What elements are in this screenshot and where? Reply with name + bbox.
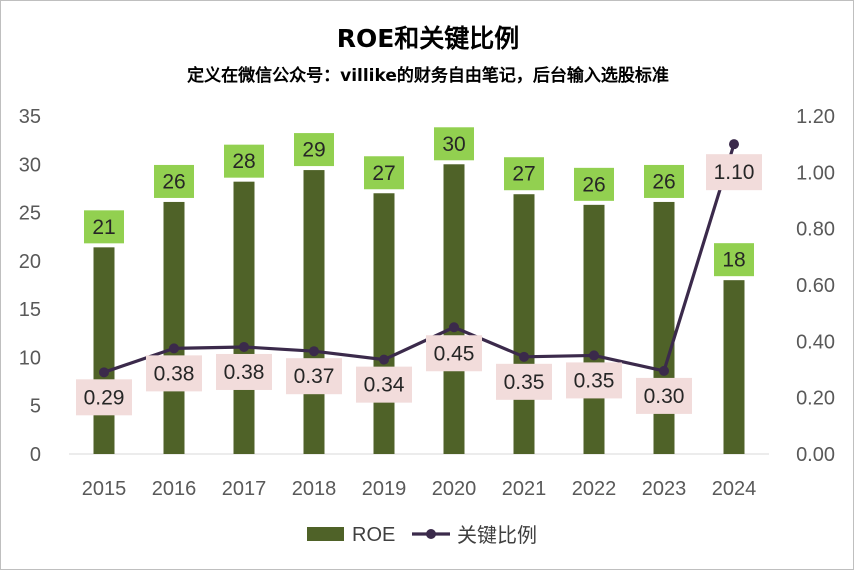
ratio-data-label: 0.34	[364, 374, 405, 397]
roe-data-label: 27	[372, 162, 395, 185]
ratio-data-label: 1.10	[714, 161, 755, 184]
y-left-tick-label: 20	[19, 251, 41, 273]
roe-data-label: 26	[162, 170, 185, 193]
legend-ratio-marker	[426, 529, 436, 539]
roe-label-box	[154, 164, 194, 198]
roe-label-box	[574, 167, 614, 201]
x-tick-label: 2021	[502, 478, 547, 500]
y-right-tick-label: 1.00	[796, 162, 835, 184]
x-tick-label: 2023	[642, 478, 687, 500]
ratio-label-box	[356, 366, 412, 403]
y-left-tick-label: 0	[30, 444, 41, 466]
y-left-tick-label: 35	[19, 106, 41, 128]
y-right-tick-label: 0.80	[796, 219, 835, 241]
roe-label-box	[644, 164, 684, 198]
roe-bar	[93, 247, 115, 454]
roe-data-label: 21	[92, 216, 115, 239]
y-right-tick-label: 0.60	[796, 275, 835, 297]
y-right-tick-label: 0.40	[796, 331, 835, 353]
roe-bar	[513, 194, 535, 455]
ratio-point	[99, 367, 109, 378]
roe-bar	[653, 201, 675, 454]
x-tick-label: 2015	[82, 478, 127, 500]
y-right-tick-label: 0.20	[796, 388, 835, 410]
legend-roe-label: ROE	[352, 524, 395, 546]
ratio-label-box	[496, 363, 552, 400]
roe-bar	[373, 193, 395, 454]
x-tick-label: 2016	[152, 478, 197, 500]
ratio-point	[239, 341, 249, 352]
y-left-tick-label: 10	[19, 347, 41, 369]
roe-data-label: 27	[512, 163, 535, 186]
ratio-data-label: 0.29	[84, 386, 125, 409]
y-left-tick-label: 5	[30, 396, 41, 418]
ratio-label-box	[706, 154, 762, 191]
roe-label-box	[434, 127, 474, 161]
ratio-point	[729, 139, 739, 150]
x-tick-label: 2019	[362, 478, 407, 500]
ratio-data-label: 0.45	[434, 342, 475, 365]
roe-data-label: 26	[582, 173, 605, 196]
x-tick-label: 2024	[712, 478, 757, 500]
ratio-point	[379, 354, 389, 365]
roe-bar	[583, 204, 605, 454]
x-tick-label: 2018	[292, 478, 337, 500]
y-left-tick-label: 25	[19, 203, 41, 225]
ratio-point	[659, 365, 669, 376]
y-left-tick-label: 15	[19, 299, 41, 321]
roe-label-box	[84, 210, 124, 244]
chart-subtitle: 定义在微信公众号：villike的财务自由笔记，后台输入选股标准	[187, 65, 669, 86]
roe-bar	[723, 280, 745, 454]
ratio-point	[589, 350, 599, 361]
y-right-tick-label: 1.20	[796, 106, 835, 128]
ratio-label-box	[146, 355, 202, 392]
ratio-label-box	[426, 335, 482, 372]
ratio-data-label: 0.30	[644, 385, 685, 408]
ratio-point	[449, 322, 459, 333]
ratio-point	[519, 351, 529, 362]
roe-label-box	[504, 157, 544, 191]
ratio-data-label: 0.37	[294, 365, 335, 388]
ratio-point	[169, 343, 179, 354]
roe-label-box	[224, 144, 264, 178]
roe-label-box	[714, 243, 754, 277]
ratio-label-box	[566, 362, 622, 399]
chart-title: ROE和关键比例	[337, 24, 520, 53]
roe-bar	[443, 164, 465, 455]
roe-label-box	[294, 133, 334, 167]
legend-ratio-label: 关键比例	[457, 523, 537, 547]
roe-bar	[303, 170, 325, 454]
y-left-tick-label: 30	[19, 154, 41, 176]
ratio-data-label: 0.35	[574, 369, 615, 392]
legend-roe-swatch	[307, 527, 344, 541]
y-right-tick-label: 0.00	[796, 444, 835, 466]
roe-bar	[233, 181, 255, 454]
roe-data-label: 26	[652, 170, 675, 193]
roe-bar	[163, 201, 185, 454]
ratio-label-box	[216, 353, 272, 390]
roe-data-label: 29	[302, 139, 325, 162]
roe-label-box	[364, 156, 404, 190]
plot-area: 0 5 10 15 20 25 30 35 0.00 0.20 0.40 0.60 0.80 1.00 1.…	[19, 106, 835, 500]
ratio-data-label: 0.35	[504, 371, 545, 394]
ratio-label-box	[76, 379, 132, 416]
x-tick-label: 2020	[432, 478, 477, 500]
roe-data-label: 30	[442, 133, 465, 156]
legend: ROE 关键比例	[307, 523, 537, 547]
ratio-line	[103, 143, 736, 374]
roe-data-label: 28	[232, 150, 255, 173]
ratio-data-label: 0.38	[154, 362, 195, 385]
roe-data-label: 18	[722, 249, 745, 272]
ratio-data-label: 0.38	[224, 361, 265, 384]
ratio-point	[309, 346, 319, 357]
x-tick-label: 2022	[572, 478, 617, 500]
ratio-label-box	[286, 358, 342, 395]
ratio-label-box	[636, 377, 692, 414]
x-tick-label: 2017	[222, 478, 267, 500]
